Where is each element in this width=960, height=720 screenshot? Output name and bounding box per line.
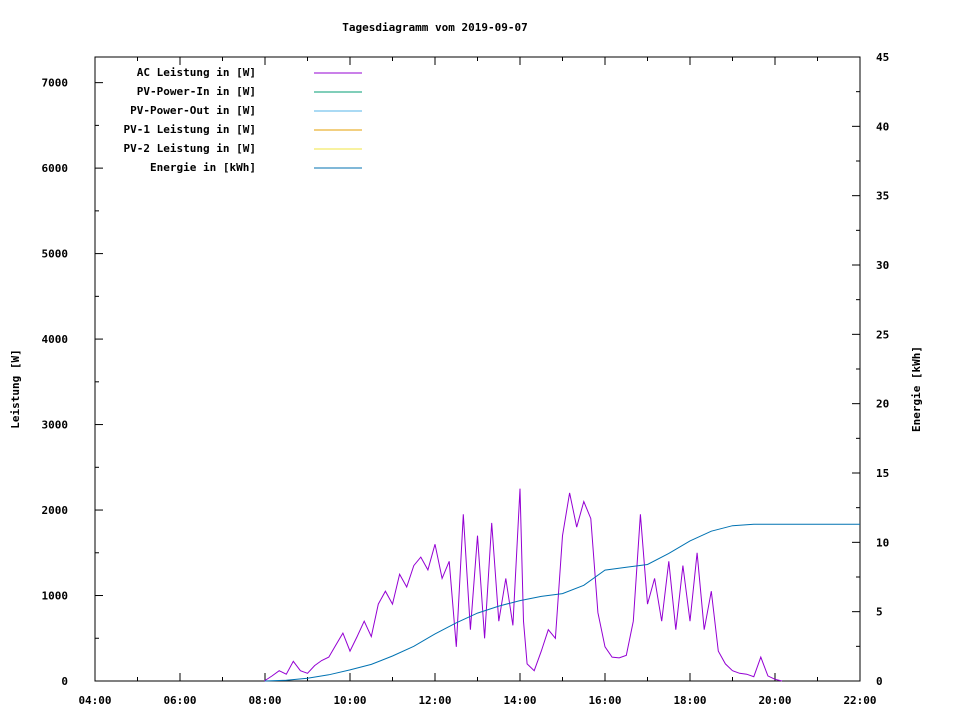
y2-axis-label: Energie [kWh]	[910, 346, 923, 432]
y-tick-label: 3000	[42, 419, 69, 432]
y2-tick-label: 15	[876, 467, 889, 480]
x-tick-label: 22:00	[843, 694, 876, 707]
y-tick-label: 7000	[42, 77, 69, 90]
x-tick-label: 20:00	[758, 694, 791, 707]
y-tick-label: 1000	[42, 590, 69, 603]
y-tick-label: 6000	[42, 162, 69, 175]
y-tick-label: 4000	[42, 333, 69, 346]
x-tick-label: 06:00	[163, 694, 196, 707]
y2-tick-label: 20	[876, 398, 889, 411]
y2-tick-label: 25	[876, 328, 889, 341]
series-group	[264, 488, 860, 682]
y2-tick-label: 0	[876, 675, 883, 688]
series-line-0	[264, 488, 783, 682]
series-line-5	[264, 523, 860, 682]
legend-label: PV-Power-In in [W]	[137, 85, 256, 98]
legend-label: Energie in [kWh]	[150, 161, 256, 174]
y-tick-label: 2000	[42, 504, 69, 517]
y2-tick-label: 45	[876, 51, 889, 64]
x-tick-label: 12:00	[418, 694, 451, 707]
y2-tick-label: 30	[876, 259, 889, 272]
legend-label: AC Leistung in [W]	[137, 66, 256, 79]
x-tick-label: 18:00	[673, 694, 706, 707]
legend-label: PV-2 Leistung in [W]	[124, 142, 256, 155]
y-axis-label: Leistung [W]	[9, 349, 22, 428]
x-tick-label: 14:00	[503, 694, 536, 707]
legend-label: PV-1 Leistung in [W]	[124, 123, 256, 136]
y2-tick-label: 35	[876, 190, 889, 203]
legend-label: PV-Power-Out in [W]	[130, 104, 256, 117]
axis-ticks: 04:00 06:00 08:00 10:00 12:00 14:00 16:00 18:00…	[42, 51, 890, 707]
x-tick-label: 10:00	[333, 694, 366, 707]
legend: AC Leistung in [W] PV-Power-In in [W] PV-P…	[124, 66, 362, 174]
y2-tick-label: 10	[876, 536, 889, 549]
x-tick-label: 08:00	[248, 694, 281, 707]
chart-title: Tagesdiagramm vom 2019-09-07	[342, 21, 527, 34]
y2-tick-label: 5	[876, 606, 883, 619]
y2-tick-label: 40	[876, 120, 889, 133]
y-tick-label: 5000	[42, 248, 69, 261]
x-tick-label: 16:00	[588, 694, 621, 707]
x-tick-label: 04:00	[78, 694, 111, 707]
y-tick-label: 0	[61, 675, 68, 688]
